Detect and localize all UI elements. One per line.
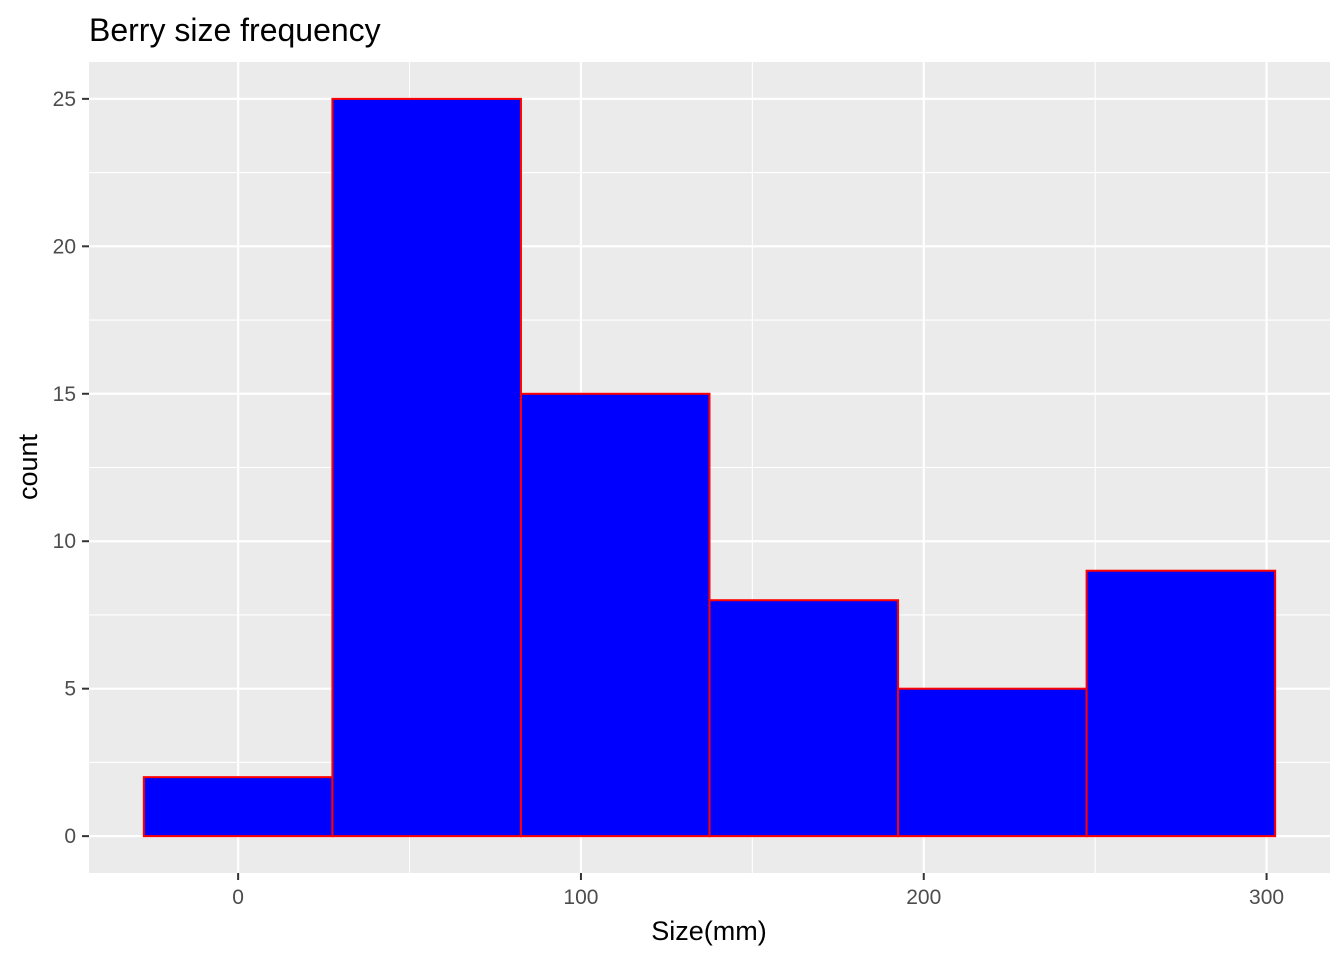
x-tick-label: 100 bbox=[563, 886, 598, 909]
histogram-bar bbox=[331, 97, 522, 838]
histogram-bar bbox=[1085, 569, 1277, 838]
y-tick-label: 10 bbox=[53, 530, 76, 553]
histogram-bars bbox=[142, 97, 1277, 838]
y-tick-label: 5 bbox=[64, 678, 76, 701]
histogram-bar bbox=[519, 392, 711, 838]
histogram-bar bbox=[142, 776, 334, 838]
chart-title: Berry size frequency bbox=[89, 12, 381, 48]
x-tick-label: 300 bbox=[1249, 886, 1284, 909]
y-tick-label: 0 bbox=[64, 825, 76, 848]
y-tick-label: 25 bbox=[53, 88, 76, 111]
y-axis: 0 5 10 15 20 25 bbox=[53, 88, 89, 848]
y-axis-title: count bbox=[13, 433, 43, 500]
x-tick-label: 0 bbox=[232, 886, 244, 909]
y-tick-label: 15 bbox=[53, 383, 76, 406]
x-axis: 0 100 200 300 bbox=[232, 873, 1284, 909]
histogram-bar bbox=[897, 687, 1088, 838]
histogram-bar bbox=[708, 599, 900, 838]
x-tick-label: 200 bbox=[906, 886, 941, 909]
x-axis-title: Size(mm) bbox=[651, 916, 767, 946]
y-tick-label: 20 bbox=[53, 235, 76, 258]
